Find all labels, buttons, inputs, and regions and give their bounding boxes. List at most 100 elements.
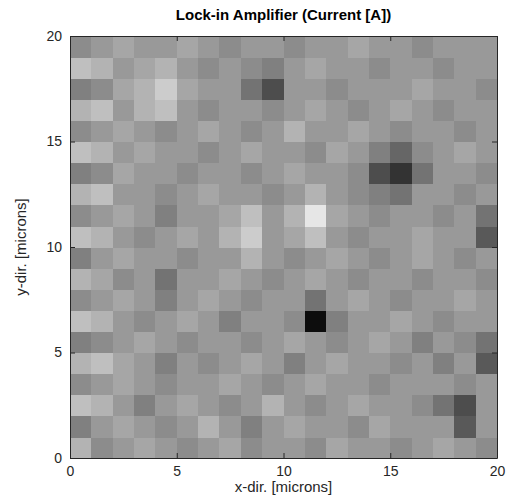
tick-label: 15 [46, 133, 62, 149]
heatmap-cell [348, 78, 370, 100]
heatmap-cell [284, 163, 306, 185]
heatmap-cell [369, 78, 391, 100]
chart-title: Lock-in Amplifier (Current [A]) [176, 6, 391, 23]
heatmap-cell [454, 163, 476, 185]
tick [177, 36, 178, 41]
heatmap-cell [454, 99, 476, 121]
heatmap-cell [326, 120, 348, 142]
heatmap-cell [70, 268, 92, 290]
heatmap-cell [155, 99, 177, 121]
heatmap-cell [390, 247, 412, 269]
heatmap-cell [262, 226, 284, 248]
heatmap-cell [91, 395, 113, 417]
heatmap-cell [198, 331, 220, 353]
tick-label: 10 [46, 239, 62, 255]
heatmap-cell [454, 374, 476, 396]
heatmap-cell [369, 36, 391, 58]
heatmap-cell [433, 36, 455, 58]
heatmap-cell [177, 353, 199, 375]
heatmap-cell [241, 226, 263, 248]
heatmap-cell [305, 416, 327, 438]
heatmap-cell [241, 120, 263, 142]
heatmap-cell [155, 120, 177, 142]
heatmap-cell [262, 163, 284, 185]
heatmap-cell [113, 120, 135, 142]
heatmap-cell [219, 99, 241, 121]
heatmap-cell [241, 416, 263, 438]
heatmap-cell [348, 163, 370, 185]
heatmap-cell [454, 184, 476, 206]
heatmap-cell [390, 36, 412, 58]
heatmap-cell [177, 247, 199, 269]
heatmap-cell [198, 268, 220, 290]
heatmap-cell [198, 205, 220, 227]
heatmap-cell [305, 205, 327, 227]
heatmap-cell [177, 374, 199, 396]
heatmap-cell [262, 205, 284, 227]
heatmap-cell [177, 205, 199, 227]
tick-mark [177, 453, 178, 458]
heatmap-cell [433, 331, 455, 353]
heatmap-cell [219, 205, 241, 227]
heatmap-cell [134, 247, 156, 269]
heatmap-cell [262, 57, 284, 79]
heatmap-cell [348, 142, 370, 164]
heatmap-cell [476, 36, 497, 58]
heatmap-cell [305, 163, 327, 185]
heatmap-cell [113, 268, 135, 290]
heatmap-cell [70, 247, 92, 269]
tick [492, 142, 497, 143]
heatmap-cell [177, 416, 199, 438]
heatmap-cell [454, 416, 476, 438]
heatmap-cell [219, 142, 241, 164]
heatmap-cell [476, 289, 497, 311]
heatmap-cell [241, 247, 263, 269]
heatmap-cell [284, 247, 306, 269]
heatmap-cell [113, 247, 135, 269]
heatmap-cell [113, 226, 135, 248]
heatmap-cell [369, 184, 391, 206]
heatmap-cell [412, 310, 434, 332]
heatmap-cell [348, 247, 370, 269]
heatmap-cell [454, 120, 476, 142]
heatmap-cell [476, 99, 497, 121]
tick-mark [492, 142, 497, 143]
heatmap-cell [348, 205, 370, 227]
heatmap-cell [177, 310, 199, 332]
heatmap-cell [155, 353, 177, 375]
axis-line [497, 37, 498, 459]
heatmap-cell [155, 310, 177, 332]
heatmap-cell [241, 289, 263, 311]
heatmap-cell [177, 163, 199, 185]
heatmap-cell [284, 310, 306, 332]
heatmap-cell [305, 247, 327, 269]
heatmap-cell [369, 374, 391, 396]
heatmap-cell [433, 205, 455, 227]
heatmap-cell [369, 416, 391, 438]
heatmap-cell [305, 268, 327, 290]
heatmap-cell [177, 99, 199, 121]
heatmap-cell [412, 57, 434, 79]
heatmap-cell [433, 184, 455, 206]
heatmap-cell [390, 331, 412, 353]
heatmap-cell [433, 120, 455, 142]
heatmap-cell [113, 78, 135, 100]
heatmap-cell [369, 247, 391, 269]
tick [390, 36, 391, 41]
heatmap-cell [134, 226, 156, 248]
heatmap-cell [369, 331, 391, 353]
heatmap-cell [476, 78, 497, 100]
heatmap-cell [412, 437, 434, 458]
heatmap-cell [155, 289, 177, 311]
heatmap-cell [113, 184, 135, 206]
heatmap-cell [198, 36, 220, 58]
heatmap-cell [433, 416, 455, 438]
heatmap-cell [476, 120, 497, 142]
heatmap-cell [177, 395, 199, 417]
heatmap-cell [198, 353, 220, 375]
tick-label: 20 [490, 463, 506, 479]
heatmap-cell [262, 120, 284, 142]
heatmap-cell [262, 437, 284, 458]
heatmap-cell [433, 142, 455, 164]
heatmap-cell [91, 184, 113, 206]
